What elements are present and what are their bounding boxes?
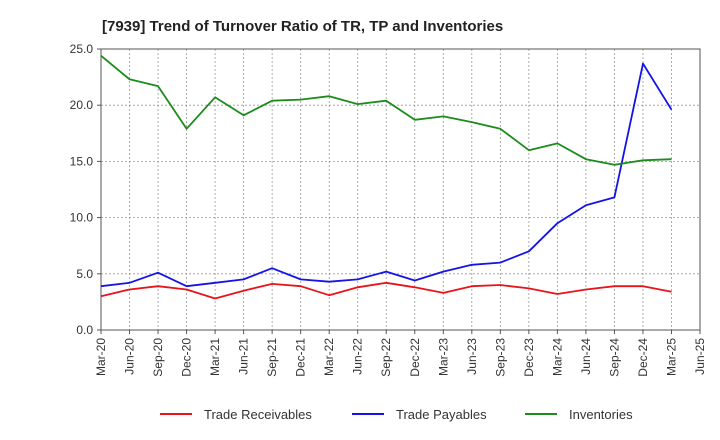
y-tick-label: 10.0 (70, 211, 94, 225)
x-tick-label: Sep-20 (151, 338, 165, 377)
x-tick-label: Jun-22 (351, 338, 365, 375)
x-tick-label: Jun-20 (123, 338, 137, 375)
y-tick-label: 15.0 (70, 154, 94, 168)
x-tick-label: Dec-20 (180, 338, 194, 377)
x-tick-label: Mar-25 (664, 338, 678, 376)
x-tick-label: Dec-23 (522, 338, 536, 377)
x-tick-label: Mar-23 (436, 338, 450, 376)
grid-lines (101, 48, 700, 330)
x-tick-label: Dec-24 (636, 338, 650, 377)
x-tick-label: Dec-21 (294, 338, 308, 377)
x-tick-label: Dec-22 (408, 338, 422, 377)
y-tick-label: 5.0 (76, 267, 93, 281)
x-tick-label: Mar-21 (208, 338, 222, 376)
x-tick-label: Sep-23 (493, 338, 507, 377)
x-tick-label: Mar-22 (322, 338, 336, 376)
series-line-trade-receivables (100, 281, 672, 300)
x-tick-label: Sep-24 (607, 338, 621, 377)
chart-title: [7939] Trend of Turnover Ratio of TR, TP… (102, 18, 503, 35)
y-tick-label: 20.0 (70, 98, 94, 112)
series-line-inventories (100, 55, 672, 166)
x-tick-label: Mar-20 (94, 338, 108, 376)
y-tick-label: 0.0 (76, 323, 93, 337)
x-tick-label: Sep-22 (379, 338, 393, 377)
x-tick-label: Jun-25 (693, 338, 707, 375)
x-tick-label: Jun-21 (237, 338, 251, 375)
x-tick-label: Jun-24 (579, 338, 593, 375)
x-tick-label: Mar-24 (550, 338, 564, 376)
series-line-trade-payables (100, 62, 673, 288)
legend-label: Trade Payables (396, 407, 487, 422)
x-tick-label: Jun-23 (465, 338, 479, 375)
data-series (100, 55, 673, 300)
legend-label: Trade Receivables (204, 407, 312, 422)
plot-frame (100, 48, 701, 331)
legend-label: Inventories (569, 407, 633, 422)
legend: Trade Receivables Trade Payables Inventori… (160, 407, 633, 422)
axes: 0.0 5.0 10.0 15.0 20.0 25.0 Mar-20 Jun-20 Sep-20… (70, 42, 707, 377)
x-tick-label: Sep-21 (265, 338, 279, 377)
y-tick-label: 25.0 (70, 42, 94, 56)
